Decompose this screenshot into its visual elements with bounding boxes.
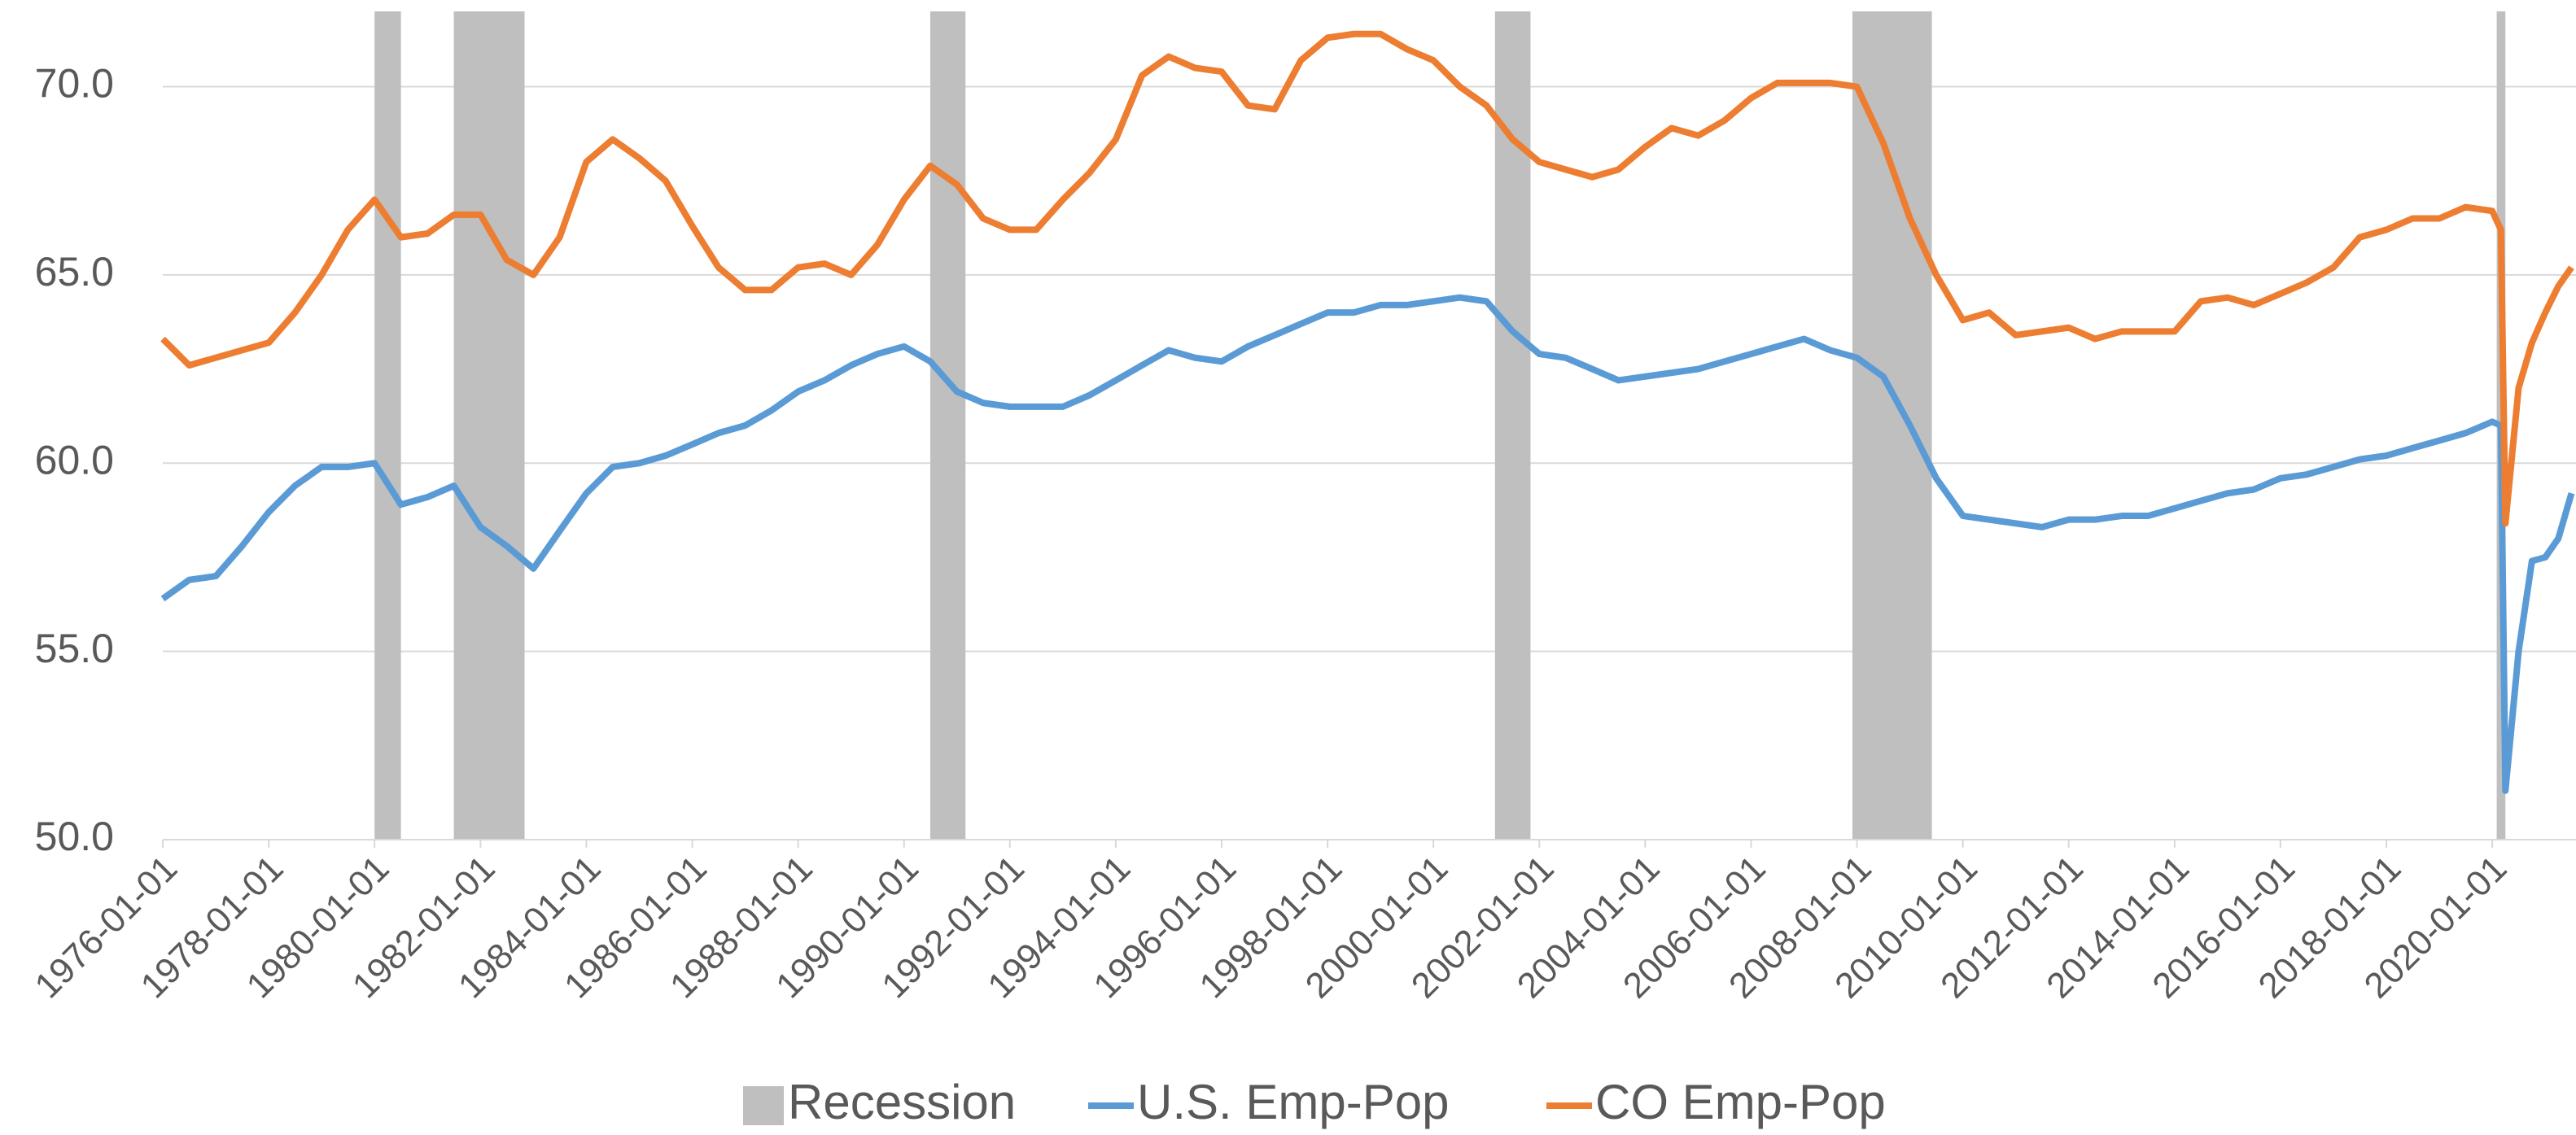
- series-line: [160, 294, 2575, 794]
- legend-label: Recession: [788, 1075, 1016, 1129]
- y-tick-label: 60.0: [35, 437, 114, 482]
- recession-band: [374, 11, 401, 840]
- legend-label: U.S. Emp-Pop: [1137, 1075, 1449, 1129]
- legend-label: CO Emp-Pop: [1595, 1075, 1886, 1129]
- y-tick-label: 55.0: [35, 626, 114, 671]
- series-line: [160, 30, 2574, 527]
- y-tick-label: 65.0: [35, 249, 114, 295]
- y-tick-label: 70.0: [35, 61, 114, 107]
- legend-swatch: [743, 1086, 784, 1125]
- recession-band: [929, 11, 966, 840]
- recession-band: [453, 11, 525, 840]
- y-tick-label: 50.0: [35, 814, 114, 859]
- recession-band: [1852, 11, 1932, 840]
